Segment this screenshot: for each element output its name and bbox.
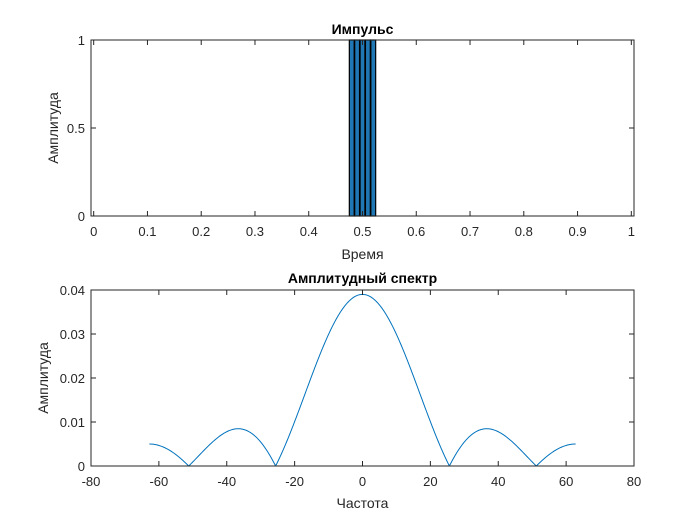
spectrum-x-tick-label: -80 <box>82 474 101 489</box>
impulse-plot: 0 0.1 0.2 0.3 0.4 0.5 0.6 0.7 0.8 0.9 1 00.51 Импу… <box>45 21 635 262</box>
impulse-x-tick-label: 0.5 <box>353 224 371 239</box>
impulse-y-tick-label: 1 <box>78 33 85 48</box>
impulse-bar <box>354 39 361 217</box>
spectrum-plot: -80 -60 -40 -20 0 20 40 60 80 00.010.020.030.04 … <box>35 270 641 511</box>
spectrum-x-tick-label: 0 <box>359 474 366 489</box>
impulse-x-tick-label: 0.3 <box>246 224 264 239</box>
impulse-y-ticks: 00.51 <box>67 33 634 224</box>
spectrum-plot-area <box>91 290 634 466</box>
spectrum-y-tick-label: 0.03 <box>60 327 85 342</box>
spectrum-title: Амплитудный спектр <box>288 270 437 286</box>
spectrum-x-tick-label: -20 <box>285 474 304 489</box>
impulse-x-tick-label: 0.7 <box>461 224 479 239</box>
impulse-bar <box>370 39 377 217</box>
impulse-x-tick-label: 0.2 <box>192 224 210 239</box>
impulse-y-tick-label: 0.5 <box>67 121 85 136</box>
spectrum-y-tick-label: 0.01 <box>60 415 85 430</box>
impulse-x-tick-label: 0.4 <box>300 224 318 239</box>
spectrum-y-tick-label: 0 <box>78 459 85 474</box>
impulse-x-tick-label: 0.9 <box>569 224 587 239</box>
impulse-x-tick-label: 1 <box>628 224 635 239</box>
spectrum-x-ticks: -80 -60 -40 -20 0 20 40 60 80 <box>82 290 641 489</box>
impulse-y-axis-label: Амплитуда <box>45 92 61 164</box>
spectrum-x-tick-label: 60 <box>559 474 573 489</box>
impulse-x-ticks: 0 0.1 0.2 0.3 0.4 0.5 0.6 0.7 0.8 0.9 1 <box>90 40 635 239</box>
spectrum-x-tick-label: -40 <box>217 474 236 489</box>
spectrum-x-tick-label: -60 <box>149 474 168 489</box>
spectrum-y-tick-label: 0.02 <box>60 371 85 386</box>
impulse-title: Импульс <box>332 21 394 37</box>
impulse-x-tick-label: 0 <box>90 224 97 239</box>
spectrum-x-tick-label: 20 <box>423 474 437 489</box>
impulse-y-tick-label: 0 <box>78 209 85 224</box>
spectrum-y-axis-label: Амплитуда <box>35 342 51 414</box>
spectrum-y-tick-label: 0.04 <box>60 283 85 298</box>
impulse-x-tick-label: 0.1 <box>138 224 156 239</box>
impulse-bar <box>364 39 371 217</box>
impulse-bar <box>359 39 366 217</box>
spectrum-x-tick-label: 40 <box>491 474 505 489</box>
spectrum-x-axis-label: Частота <box>337 495 389 511</box>
spectrum-y-ticks: 0 0.01 0.02 0.03 0.04 <box>60 283 634 474</box>
impulse-bar <box>348 39 355 217</box>
impulse-x-tick-label: 0.8 <box>515 224 533 239</box>
impulse-x-tick-label: 0.6 <box>407 224 425 239</box>
impulse-x-axis-label: Время <box>341 246 383 262</box>
impulse-bars <box>348 39 377 217</box>
spectrum-x-tick-label: 80 <box>627 474 641 489</box>
